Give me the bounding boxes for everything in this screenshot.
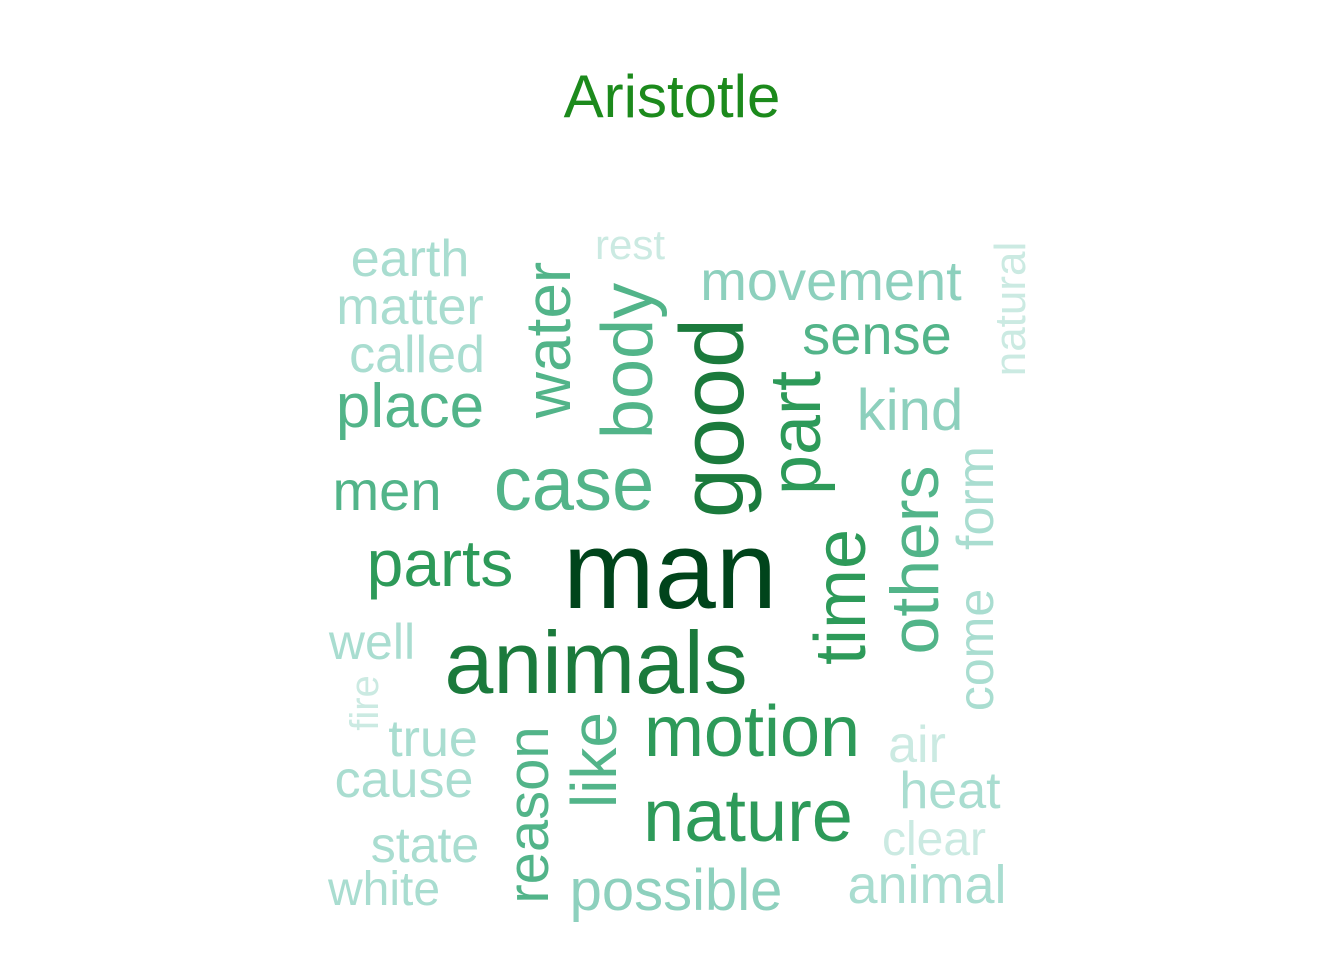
word-parts: parts — [367, 526, 514, 600]
word-movement: movement — [700, 249, 962, 312]
word-time: time — [801, 529, 881, 665]
word-men: men — [333, 459, 442, 522]
word-cause: cause — [335, 751, 474, 809]
word-man: man — [563, 509, 777, 632]
word-water: water — [512, 262, 584, 420]
word-case: case — [494, 442, 655, 527]
word-good: good — [663, 318, 763, 518]
word-reason: reason — [496, 726, 561, 903]
word-called: called — [349, 326, 485, 384]
word-kind: kind — [857, 378, 963, 443]
word-form: form — [947, 446, 1005, 550]
word-sense: sense — [802, 303, 951, 366]
word-well: well — [328, 614, 415, 670]
word-rest: rest — [595, 221, 665, 268]
word-animals: animals — [444, 613, 747, 712]
word-matter: matter — [336, 278, 483, 336]
word-clear: clear — [882, 813, 986, 866]
chart-title: Aristotle — [563, 63, 781, 130]
word-come: come — [948, 589, 1004, 711]
word-natural: natural — [986, 242, 1035, 377]
word-part: part — [756, 371, 836, 495]
word-state: state — [371, 817, 479, 873]
word-possible: possible — [570, 858, 783, 923]
word-white: white — [327, 863, 440, 916]
word-body: body — [588, 283, 668, 439]
word-air: air — [888, 716, 946, 774]
word-fire: fire — [343, 675, 387, 731]
word-true: true — [388, 710, 478, 768]
word-others: others — [877, 466, 953, 655]
word-animal: animal — [847, 855, 1006, 915]
word-nature: nature — [643, 774, 853, 857]
word-heat: heat — [899, 762, 1001, 820]
word-like: like — [558, 712, 630, 808]
word-place: place — [336, 372, 484, 441]
word-motion: motion — [644, 692, 860, 772]
word-earth: earth — [351, 230, 470, 288]
